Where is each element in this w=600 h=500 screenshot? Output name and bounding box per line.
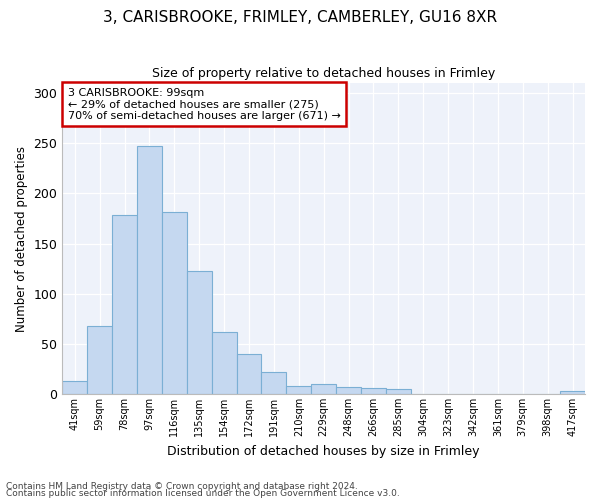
Text: 3 CARISBROOKE: 99sqm
← 29% of detached houses are smaller (275)
70% of semi-deta: 3 CARISBROOKE: 99sqm ← 29% of detached h… [68,88,340,121]
Bar [361,388,386,394]
Text: 3, CARISBROOKE, FRIMLEY, CAMBERLEY, GU16 8XR: 3, CARISBROOKE, FRIMLEY, CAMBERLEY, GU16… [103,10,497,25]
Bar [137,146,162,394]
Bar [386,389,411,394]
Bar [212,332,236,394]
Bar [262,372,286,394]
Bar [336,387,361,394]
Bar [560,391,585,394]
Y-axis label: Number of detached properties: Number of detached properties [15,146,28,332]
Title: Size of property relative to detached houses in Frimley: Size of property relative to detached ho… [152,68,495,80]
Bar [286,386,311,394]
Text: Contains HM Land Registry data © Crown copyright and database right 2024.: Contains HM Land Registry data © Crown c… [6,482,358,491]
X-axis label: Distribution of detached houses by size in Frimley: Distribution of detached houses by size … [167,444,480,458]
Bar [62,381,87,394]
Bar [112,216,137,394]
Bar [87,326,112,394]
Bar [236,354,262,394]
Bar [187,270,212,394]
Text: Contains public sector information licensed under the Open Government Licence v3: Contains public sector information licen… [6,489,400,498]
Bar [311,384,336,394]
Bar [162,212,187,394]
